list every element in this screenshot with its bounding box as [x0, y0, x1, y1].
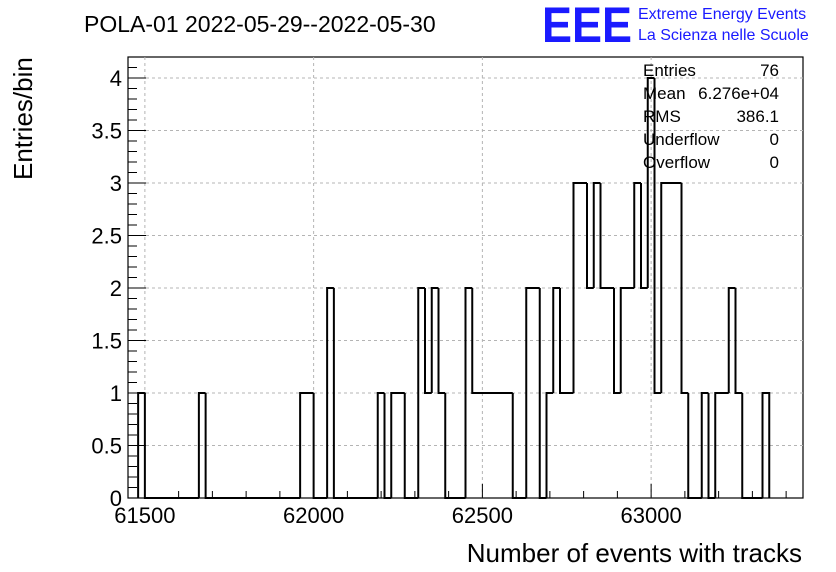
x-tick-label: 62500 [452, 503, 513, 528]
histogram-bin [559, 288, 574, 394]
histogram-bin [741, 393, 763, 499]
eee-logo-line1: Extreme Energy Events [638, 6, 806, 23]
histogram-bin [552, 287, 560, 393]
histogram-bin [143, 393, 199, 499]
histogram-bin [660, 182, 682, 393]
y-tick-label: 3.5 [91, 119, 122, 144]
histogram-bin [700, 392, 709, 498]
y-tick-label: 1 [110, 381, 122, 406]
y-tick-label: 0.5 [91, 434, 122, 459]
histogram-bin [376, 392, 385, 498]
stat-label-overflow: Overflow [643, 153, 711, 172]
histogram-bin [332, 288, 378, 499]
histogram-bin [430, 287, 439, 393]
y-axis-label: Entries/bin [8, 57, 38, 180]
histogram-bin [707, 393, 716, 499]
histogram-bin [390, 392, 405, 498]
histogram-bin [640, 183, 648, 289]
x-tick-label: 62000 [283, 503, 344, 528]
histogram-bin [646, 77, 655, 288]
chart-title: POLA-01 2022-05-29--2022-05-30 [84, 11, 436, 37]
histogram-bin [653, 78, 662, 394]
histogram-bin [464, 287, 473, 498]
y-tick-label: 2.5 [91, 224, 122, 249]
x-tick-label: 61500 [114, 503, 175, 528]
eee-logo-line2: La Scienza nelle Scuole [638, 27, 809, 44]
histogram-bin [619, 287, 635, 393]
tick-labels: 0 0.5 1 1.5 2 2.5 3 3.5 4 61500 62000 62500 63000 [91, 66, 681, 528]
stats-box: Entries 76 Mean 6.276e+04 RMS 386.1 Unde… [643, 61, 779, 172]
stat-label-mean: Mean [643, 84, 686, 103]
histogram-bin [586, 183, 594, 289]
histogram-bin [633, 182, 641, 288]
stat-label-underflow: Underflow [643, 130, 720, 149]
histogram-bin [204, 393, 301, 499]
histogram-bin [424, 288, 432, 394]
histogram-bin [613, 288, 621, 394]
x-axis-label: Number of events with tracks [467, 538, 802, 568]
y-tick-label: 2 [110, 276, 122, 301]
x-tick-label: 63000 [621, 503, 682, 528]
histogram-bars [137, 77, 771, 499]
histogram-bin [525, 287, 540, 498]
y-tick-label: 3 [110, 171, 122, 196]
histogram-bin [383, 393, 392, 499]
histogram-bin [592, 182, 601, 288]
stat-label-rms: RMS [643, 107, 681, 126]
histogram-bin [538, 288, 547, 499]
stat-value-underflow: 0 [770, 130, 779, 149]
histogram-bin [326, 287, 334, 498]
histogram-bin [599, 183, 614, 289]
histogram-bin [545, 392, 554, 498]
stat-value-overflow: 0 [770, 153, 779, 172]
histogram-bin [299, 392, 314, 498]
histogram-bin [197, 392, 206, 498]
histogram-bin [680, 183, 689, 394]
stat-label-entries: Entries [643, 61, 696, 80]
y-tick-label: 0 [110, 486, 122, 511]
histogram-bin [444, 393, 466, 499]
histogram-bin [417, 287, 425, 498]
histogram-bin [511, 393, 527, 499]
histogram-bin [312, 393, 328, 499]
histogram-bin [403, 393, 419, 499]
histogram-bin [761, 392, 771, 498]
histogram-bin [437, 288, 446, 394]
y-tick-label: 1.5 [91, 329, 122, 354]
histogram-bin [734, 288, 743, 394]
histogram-bin [137, 392, 145, 498]
histogram-bin [471, 288, 479, 394]
stat-value-rms: 386.1 [736, 107, 779, 126]
histogram-bin [714, 392, 729, 498]
histogram-bin [727, 287, 736, 393]
histogram-bin [687, 393, 702, 499]
y-tick-label: 4 [110, 66, 122, 91]
stat-value-entries: 76 [760, 61, 779, 80]
eee-logo-mark: EEE [542, 0, 632, 53]
stat-value-mean: 6.276e+04 [698, 84, 779, 103]
histogram-bin [572, 182, 587, 393]
